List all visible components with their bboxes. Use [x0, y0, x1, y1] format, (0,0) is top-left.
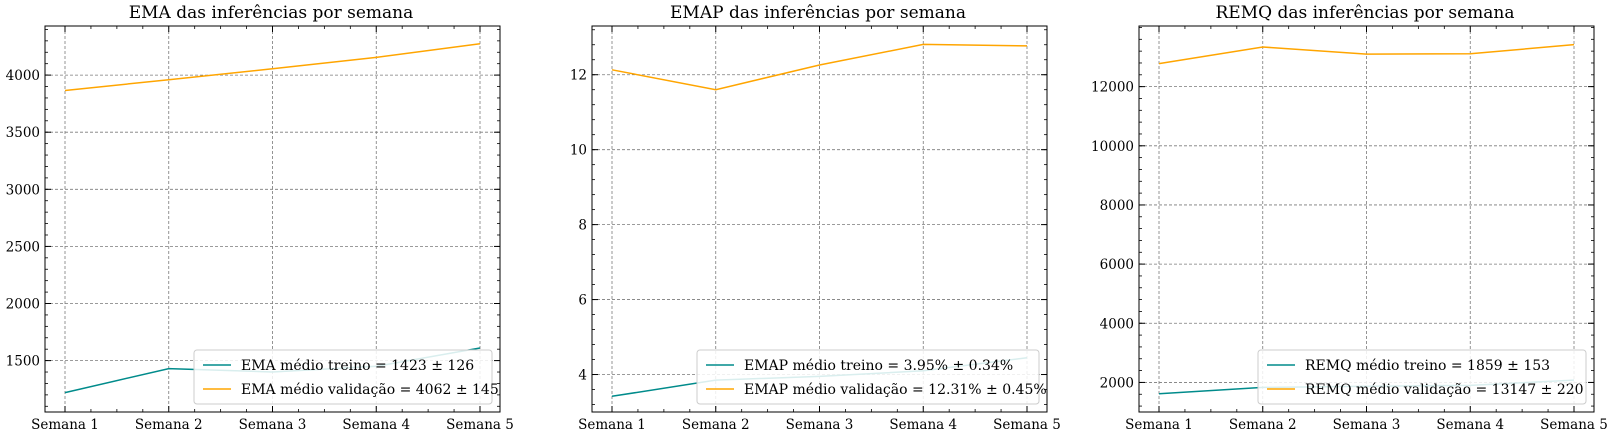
x-tick-label: Semana 4 [1436, 417, 1504, 433]
y-tick-label: 4000 [1100, 316, 1134, 332]
x-tick-label: Semana 5 [1540, 417, 1608, 433]
y-tick-label: 6 [578, 293, 587, 309]
x-tick-label: Semana 3 [239, 417, 307, 433]
y-tick-label: 10000 [1091, 139, 1134, 155]
legend-box [1257, 349, 1587, 405]
x-tick-label: Semana 3 [786, 417, 854, 433]
y-tick-label: 12000 [1091, 80, 1134, 96]
x-tick-label: Semana 1 [31, 417, 99, 433]
y-tick-label: 6000 [1100, 257, 1134, 273]
chart-title: REMQ das inferências por semana [1216, 3, 1515, 23]
x-tick-label: Semana 5 [446, 417, 514, 433]
y-tick-label: 2000 [6, 297, 40, 313]
legend-label: REMQ médio treino = 1859 ± 153 [1305, 358, 1550, 374]
chart-emap: EMAP das inferências por semana Semana 1… [570, 3, 1061, 433]
chart-remq: REMQ das inferências por semana Semana 1… [1091, 3, 1608, 433]
legend-label: EMA médio treino = 1423 ± 126 [241, 358, 474, 374]
y-tick-label: 8000 [1100, 198, 1134, 214]
legend-label: EMAP médio validação = 12.31% ± 0.45% [744, 382, 1047, 398]
y-tick-label: 4 [578, 368, 587, 384]
x-tick-label: Semana 4 [889, 417, 957, 433]
y-tick-label: 10 [570, 143, 587, 159]
x-tick-label: Semana 5 [993, 417, 1061, 433]
x-tick-label: Semana 2 [1229, 417, 1297, 433]
x-tick-label: Semana 2 [135, 417, 203, 433]
y-tick-label: 3500 [6, 125, 40, 141]
series-line-validation [611, 43, 1028, 91]
legend-label: EMA médio validação = 4062 ± 145 [241, 382, 499, 398]
series-line-validation [64, 42, 481, 92]
chart-title: EMAP das inferências por semana [670, 3, 966, 23]
series-line-validation [1158, 43, 1575, 65]
legend-label: EMAP médio treino = 3.95% ± 0.34% [744, 358, 1013, 374]
y-tick-label: 3000 [6, 182, 40, 198]
x-tick-label: Semana 1 [578, 417, 646, 433]
y-tick-label: 2500 [6, 239, 40, 255]
y-tick-label: 12 [570, 68, 587, 84]
x-tick-label: Semana 1 [1125, 417, 1193, 433]
chart-ema: EMA das inferências por semana Semana 1 S… [6, 3, 514, 433]
y-tick-label: 4000 [6, 68, 40, 84]
x-tick-label: Semana 2 [682, 417, 750, 433]
chart-title: EMA das inferências por semana [129, 3, 414, 23]
x-tick-label: Semana 3 [1333, 417, 1401, 433]
x-tick-label: Semana 4 [342, 417, 410, 433]
legend-label: REMQ médio validação = 13147 ± 220 [1305, 382, 1584, 398]
legend-box [193, 349, 493, 405]
y-tick-label: 1500 [6, 354, 40, 370]
y-tick-label: 2000 [1100, 375, 1134, 391]
y-tick-label: 8 [578, 218, 587, 234]
legend-box [696, 349, 1040, 405]
